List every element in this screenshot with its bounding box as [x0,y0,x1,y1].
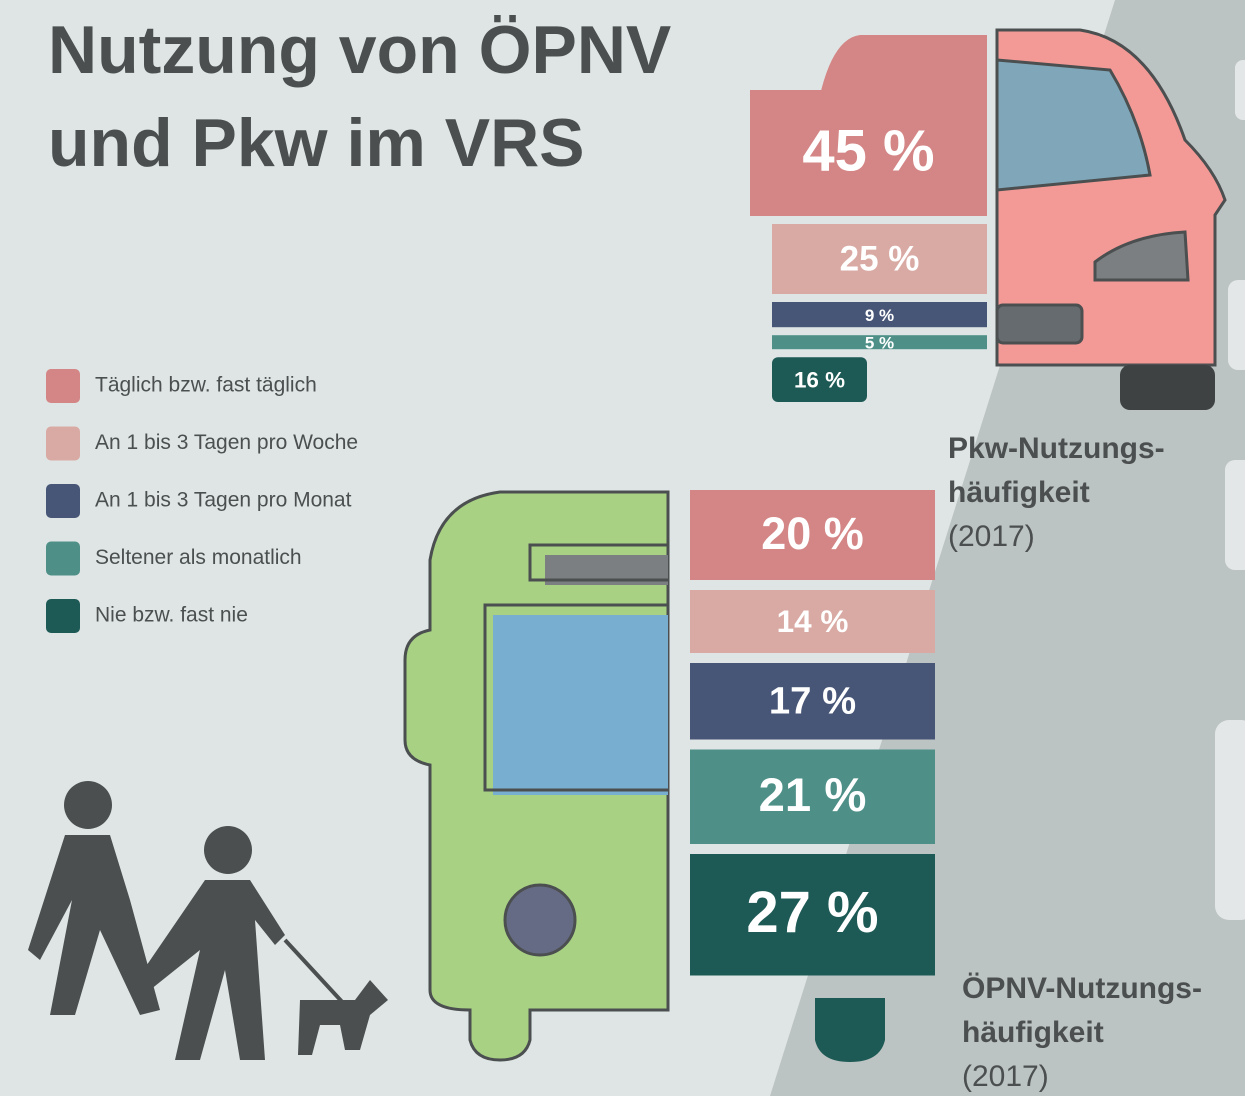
bar [690,749,935,844]
value-label: 16 % [794,368,845,393]
legend-swatch [46,484,80,518]
legend-swatch [46,369,80,403]
chart-title: häufigkeit [962,1016,1104,1049]
chart-title: Pkw-Nutzungs- [948,432,1165,465]
value-label: 14 % [777,603,849,639]
value-label: 45 % [802,118,934,183]
chart-title: häufigkeit [948,476,1090,509]
bar [772,335,987,350]
bar [772,302,987,328]
legend-label: Seltener als monatlich [95,546,302,569]
bar [750,90,987,216]
bar [690,490,935,580]
value-label: 20 % [761,508,864,559]
value-label: 27 % [746,880,878,945]
legend-label: Täglich bzw. fast täglich [95,374,317,397]
road-markings [1215,60,1245,920]
value-label: 17 % [769,679,856,722]
legend-swatch [46,599,80,633]
title: und Pkw im VRS [48,105,585,181]
bar [690,590,935,653]
chart-title: ÖPNV-Nutzungs- [962,972,1202,1005]
bar [690,663,935,740]
legend-label: Nie bzw. fast nie [95,604,248,627]
value-label: 9 % [865,306,894,325]
bar [772,357,867,402]
legend-label: An 1 bis 3 Tagen pro Monat [95,489,352,512]
chart-subtitle: (2017) [962,1060,1049,1093]
pedestrians [28,781,388,1060]
title: Nutzung von ÖPNV [48,12,671,88]
bar [772,224,987,294]
legend-swatch [46,426,80,461]
value-label: 25 % [840,239,920,278]
chart-subtitle: (2017) [948,520,1035,553]
value-label: 5 % [865,334,894,353]
bar [690,854,935,976]
legend-label: An 1 bis 3 Tagen pro Woche [95,431,358,454]
legend-swatch [46,541,80,576]
bus [403,490,885,1062]
value-label: 21 % [759,769,867,822]
